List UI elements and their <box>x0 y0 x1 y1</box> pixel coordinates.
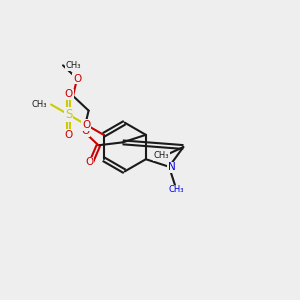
Text: S: S <box>65 108 72 121</box>
Text: O: O <box>82 120 90 130</box>
Text: N: N <box>167 162 175 172</box>
Text: CH₃: CH₃ <box>31 100 47 109</box>
Text: O: O <box>64 130 73 140</box>
Text: O: O <box>85 158 93 167</box>
Text: O: O <box>81 126 89 136</box>
Text: CH₃: CH₃ <box>154 151 169 160</box>
Text: CH₃: CH₃ <box>66 61 82 70</box>
Text: O: O <box>73 74 81 84</box>
Text: O: O <box>64 89 73 99</box>
Text: CH₃: CH₃ <box>169 185 184 194</box>
